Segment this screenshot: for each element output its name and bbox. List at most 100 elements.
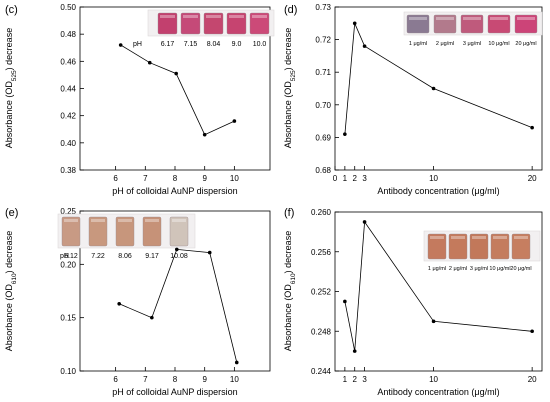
cuvette-highlight xyxy=(91,219,105,222)
panel-label: (e) xyxy=(5,207,18,219)
inset-cuvette-label: 8.06 xyxy=(118,253,132,260)
y-tick-label: 0.260 xyxy=(311,208,332,217)
x-tick-label: 2 xyxy=(352,174,357,183)
x-tick-label: 8 xyxy=(173,174,178,183)
cuvette-highlight xyxy=(252,15,267,18)
inset-cuvette-label: 1 μg/ml xyxy=(409,41,427,47)
data-point xyxy=(147,60,152,65)
x-tick-label: 7 xyxy=(143,174,148,183)
y-axis-label: Absorbance (OD610) decrease xyxy=(283,231,297,351)
cuvette xyxy=(180,12,201,35)
plot-frame xyxy=(334,6,543,171)
series-line xyxy=(344,23,533,135)
cuvette xyxy=(249,12,270,35)
inset-cuvette-label: 7.22 xyxy=(91,253,105,260)
cuvette xyxy=(61,216,81,247)
y-axis-label-part: ) decrease xyxy=(283,231,293,274)
cuvette-highlight xyxy=(490,17,508,20)
y-tick-label: 0.256 xyxy=(311,248,332,257)
data-point xyxy=(431,86,436,91)
x-tick-label: 2 xyxy=(352,375,357,384)
cuvette xyxy=(490,233,510,260)
y-tick-label: 0.44 xyxy=(60,85,76,94)
x-tick-label: 0 xyxy=(333,174,338,183)
data-point xyxy=(530,329,534,334)
cuvette-highlight xyxy=(430,236,444,239)
inset-cuvette-label: 7.15 xyxy=(184,41,198,48)
inset-prefix-label: pH xyxy=(133,41,142,48)
x-tick-label: 20 xyxy=(528,375,537,384)
x-tick-label: 9 xyxy=(202,174,207,183)
inset-prefix-label: pH xyxy=(60,253,69,260)
inset-cuvette-label: 9.17 xyxy=(145,253,159,260)
x-tick-label: 3 xyxy=(362,174,367,183)
cuvette-highlight xyxy=(409,17,427,20)
y-axis-label-part: Absorbance (OD xyxy=(283,81,293,149)
y-tick-label: 0.68 xyxy=(315,166,331,175)
panel-label: (d) xyxy=(284,4,297,16)
y-axis-label-subscript: 525 xyxy=(290,70,297,81)
cuvette xyxy=(487,14,511,34)
chart-panel: 0.244 0.248 0.252 0.256 0.260 1 2 3 10 20 Antibody… xyxy=(283,207,543,397)
chart-panel: 0.68 0.69 0.70 0.71 0.72 0.73 0 1 2 3 10 20 Antibody… xyxy=(283,3,543,196)
inset-cuvette-label: 2 μg/ml xyxy=(436,41,454,47)
y-axis-label-part: Absorbance (OD xyxy=(4,81,14,149)
cuvette-highlight xyxy=(172,219,186,222)
cuvette xyxy=(514,14,538,34)
y-axis-label-subscript: 525 xyxy=(11,70,18,81)
data-point xyxy=(207,250,212,255)
y-tick-label: 0.252 xyxy=(311,288,332,297)
y-axis-label-subscript: 610 xyxy=(11,273,18,284)
cuvette-highlight xyxy=(145,219,159,222)
y-axis-label: Absorbance (OD525) decrease xyxy=(283,28,297,148)
x-tick-label: 6 xyxy=(113,174,118,183)
data-point xyxy=(174,71,178,76)
cuvette xyxy=(469,233,489,260)
inset-cuvette-label: 1 μg/ml xyxy=(428,266,446,272)
cuvette xyxy=(427,233,447,260)
y-tick-label: 0.73 xyxy=(315,3,331,12)
x-axis-label: pH of colloidal AuNP dispersion xyxy=(112,186,237,196)
y-tick-label: 0.15 xyxy=(60,314,76,323)
y-tick-label: 0.248 xyxy=(311,327,332,336)
data-point xyxy=(174,247,179,252)
inset-cuvette-label: 3 μg/ml xyxy=(463,41,481,47)
data-point xyxy=(150,315,154,320)
y-tick-label: 0.69 xyxy=(315,133,331,142)
y-tick-label: 0.48 xyxy=(60,30,76,39)
y-tick-label: 0.244 xyxy=(311,367,332,376)
y-tick-label: 0.38 xyxy=(60,166,76,175)
cuvette xyxy=(115,216,135,247)
y-tick-label: 0.20 xyxy=(60,260,76,269)
inset-cuvette-label: 3 μg/ml xyxy=(470,266,488,272)
chart-panel: 0.38 0.40 0.42 0.44 0.46 0.48 0.50 6 7 8 9 10 pH of … xyxy=(4,3,275,196)
cuvette-highlight xyxy=(229,15,244,18)
cuvette-highlight xyxy=(436,17,454,20)
x-tick-label: 3 xyxy=(362,375,367,384)
data-point xyxy=(343,132,347,136)
cuvette-inset: 1 μg/ml 2 μg/ml 3 μg/ml 10 μg/ml 20 μg/ml xyxy=(423,230,541,272)
series-line xyxy=(119,248,238,363)
data-point xyxy=(530,125,534,130)
cuvette-highlight xyxy=(493,236,507,239)
data-point xyxy=(362,44,367,48)
cuvette xyxy=(88,216,108,247)
cuvette-highlight xyxy=(514,236,528,239)
x-tick-label: 10 xyxy=(429,375,438,384)
y-tick-label: 0.71 xyxy=(315,68,331,77)
x-tick-label: 7 xyxy=(143,375,148,384)
cuvette xyxy=(157,12,178,35)
y-tick-label: 0.40 xyxy=(60,139,76,148)
x-tick-label: 1 xyxy=(343,174,348,183)
y-tick-label: 0.46 xyxy=(60,57,76,66)
inset-cuvette-label: 20 μg/ml xyxy=(510,266,531,272)
cuvette xyxy=(448,233,468,260)
x-tick-label: 8 xyxy=(173,375,178,384)
chart-panel: 0.10 0.15 0.20 0.25 6 7 8 9 10 pH of colloidal Au… xyxy=(4,207,271,397)
panel-label: (c) xyxy=(5,4,18,16)
x-tick-label: 6 xyxy=(113,375,118,384)
cuvette xyxy=(511,233,531,260)
data-point xyxy=(352,349,357,353)
data-point xyxy=(352,21,357,26)
